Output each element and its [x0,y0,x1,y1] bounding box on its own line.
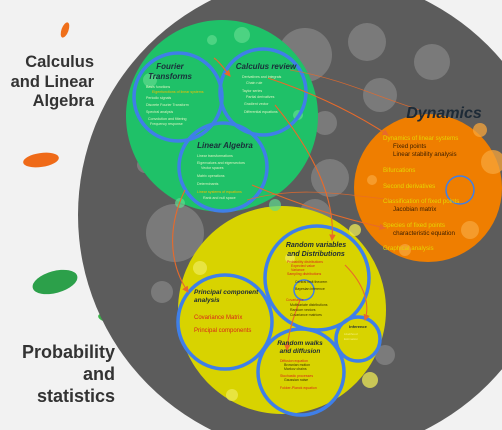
yellow-topic-circle [178,206,386,414]
dynamics-item: Species of fixed points [383,222,445,229]
orange-blob-decoration [60,22,70,38]
arrow-random-to-walks [284,299,301,352]
arrow-calculus-to-dynamics [267,77,389,136]
pca-ring [176,273,274,371]
dynamics-item: characteristic equation [393,230,455,237]
calculus-review-title: Calculus review [236,62,297,71]
probability-heading-line-1: Probability [21,342,115,362]
linear-algebra-item: Matrix operations [197,174,225,178]
random-variables-item: Multivariate distributions [290,303,328,307]
random-variables-item: Expected value [291,264,315,268]
dynamics-item: Graphical analysis [383,245,434,252]
calculus-linear-algebra-heading: Calculus and Linear Algebra [0,53,94,112]
fourier-title-line-2: Transforms [148,72,192,81]
inference-item: Likelihood [344,332,358,336]
calculus-review-item: Differential equations [244,110,278,114]
random-walks-item: Stochastic processes [280,374,313,378]
random-walks-item: Brownian motion [284,363,310,367]
random-walks-ring [256,327,346,417]
calculus-heading-line-2: and Linear [10,72,94,91]
fourier-item: Discrete Fourier Transform [146,103,189,107]
random-variables-item: Bayesian inference [295,287,325,291]
random-variables-item: Sampling distributions [287,272,321,276]
calculus-heading-line-1: Calculus [25,53,94,71]
probability-heading-line-2: and [82,364,115,384]
dynamics-item: Jacobian matrix [393,206,437,213]
random-variables-item: Probability distributions [287,260,323,264]
linear-algebra-item: Determinants [197,182,219,186]
calculus-review-item: Derivatives and integrals [242,75,282,79]
dynamics-title: Dynamics [406,105,482,122]
random-walks-item: Gaussian noise [284,378,308,382]
linear-algebra-item: Eigenvalues and eigenvectors [197,161,245,165]
calculus-review-item: Partial derivatives [246,95,275,99]
dynamics-item: Linear stability analysis [393,151,457,158]
orange-blob-decoration-2 [23,152,59,168]
fourier-item: Basis functions [146,85,170,89]
arrow-linear-to-dynamics [251,184,387,231]
pca-item: Covariance Matrix [194,315,242,321]
dynamics-item: Bifurcations [383,167,415,174]
random-variables-title-line-2: and Distributions [287,251,345,258]
calculus-heading-line-3: Algebra [32,92,94,110]
yellow-bubbles [193,224,378,401]
random-variables-item: Random vectors [290,308,316,312]
dynamics-item: Fixed points [393,143,426,150]
calculus-review-item: Taylor series [242,89,262,93]
inference-ring [334,315,382,363]
linear-algebra-title: Linear Algebra [197,141,253,150]
linear-algebra-item: Rank and null space [203,196,236,200]
inference-item: Estimation [344,337,358,341]
random-walks-title-line-1: Random walks [277,340,323,347]
random-variables-item: Covariance matrices [290,313,322,317]
pca-item: Principal components [194,328,251,334]
arrow-orange-line-1 [289,69,421,111]
dynamics-item: Second derivatives [383,183,435,190]
random-variables-ring [263,224,371,332]
green-bubbles [143,27,303,211]
random-variables-item: Covariance [286,298,304,302]
arrow-orange-line-2 [246,191,396,201]
probability-heading-line-3: statistics [36,386,115,406]
dynamics-item: Classification of fixed points [383,198,459,205]
fourier-title-line-1: Fourier [156,62,184,71]
fourier-item: Spectral analysis [146,110,173,114]
dynamics-item: Dynamics of linear systems [383,135,458,142]
green-blob-decoration [32,269,78,295]
linear-algebra-item: Linear transformations [197,154,233,158]
fourier-item: Frequency response [150,122,183,126]
pca-title-line-2: analysis [194,297,220,304]
arrow-calculus-to-random [274,104,336,242]
random-walks-item: Diffusion equation [280,359,308,363]
random-walks-title-line-2: and diffusion [280,348,321,355]
orange-bubbles [367,123,502,256]
random-variables-item: Variance [291,268,305,272]
small-dynamics-ring [445,175,475,205]
probability-statistics-heading: Probability and statistics [0,341,115,407]
small-random-ring [293,279,315,301]
linear-algebra-ring [177,121,269,213]
arrow-random-to-inference [344,264,370,322]
fourier-item: Periodic signals [146,96,171,100]
fourier-item: Convolution and filtering [148,117,187,121]
random-variables-item: Central limit theorem [295,280,327,284]
green-topic-circle [126,20,318,212]
arrow-linear-to-pca [172,189,189,293]
random-variables-title-line-1: Random variables [286,242,346,249]
calculus-review-item: Gradient vector [244,102,269,106]
linear-algebra-item: Vector spaces [201,166,224,170]
calculus-review-item: Chain rule [246,81,262,85]
random-walks-item: Fokker-Planck equation [280,386,317,390]
arrow-fourier-to-calculus [213,57,231,77]
fourier-item: Eigenfunctions of linear systems [152,90,204,94]
random-walks-item: Markov chains [284,367,307,371]
pca-title-line-1: Principal component [194,289,259,296]
inference-title: Inference [349,324,368,329]
linear-algebra-item: Linear systems of equations [197,190,242,194]
